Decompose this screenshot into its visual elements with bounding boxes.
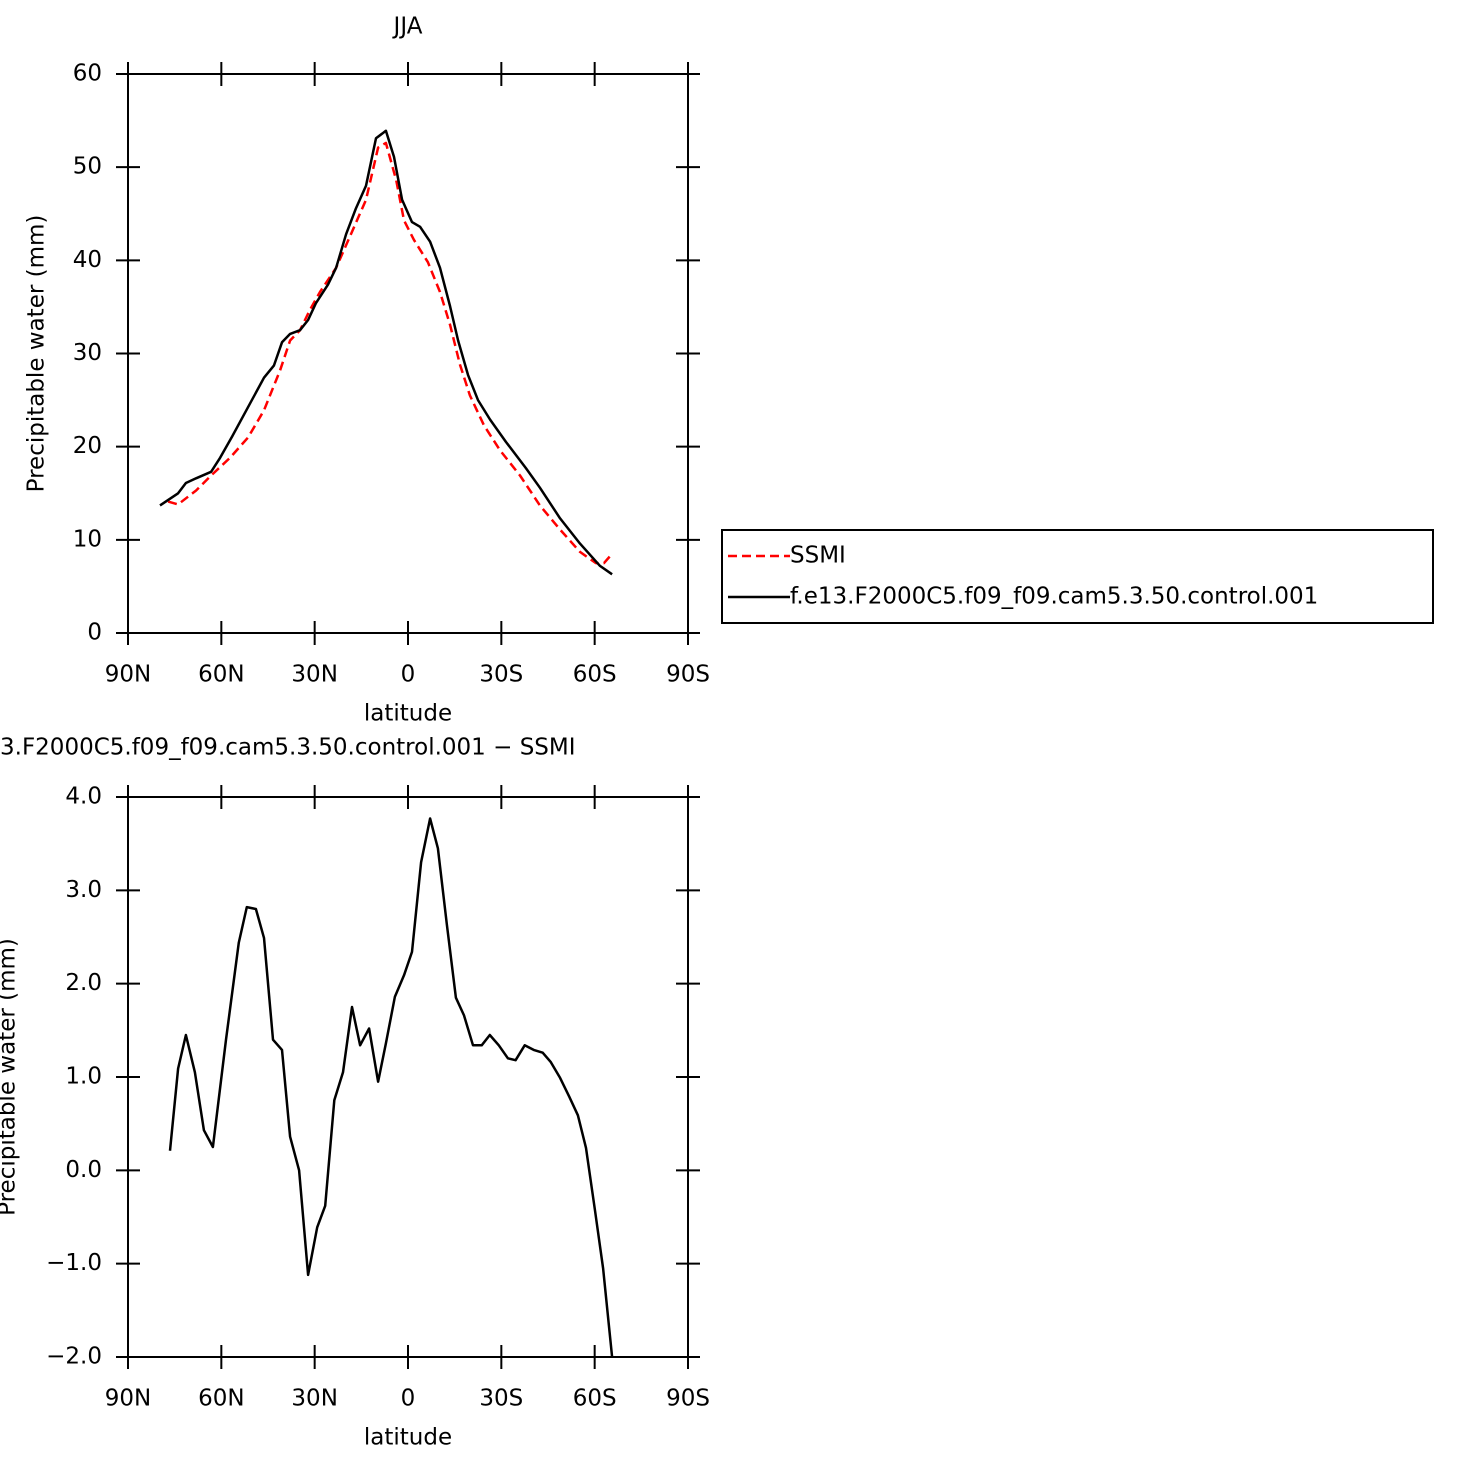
y-tick-label: 0 [87,620,102,646]
data-line [168,817,614,1358]
x-tick-label: 0 [401,1386,416,1412]
panel: 3.F2000C5.f09_f09.cam5.3.50.control.001 … [0,735,710,1451]
plot-frame [127,73,689,634]
data-line [159,129,613,576]
y-tick-label: 4.0 [65,784,102,810]
x-tick-label: 90S [666,1386,710,1412]
x-tick-label: 60N [198,662,244,688]
legend-label: f.e13.F2000C5.f09_f09.cam5.3.50.control.… [790,584,1318,610]
x-tick-label: 30N [291,1386,337,1412]
x-tick-label: 90N [105,662,151,688]
y-tick-label: 10 [73,526,102,552]
y-tick-label: 40 [73,247,102,273]
legend-label: SSMI [790,543,846,569]
x-tick-label: 90S [666,662,710,688]
x-tick-label: 0 [401,662,416,688]
plot-frame [127,796,689,1358]
y-tick-label: 1.0 [65,1064,102,1090]
y-tick-label: 30 [73,340,102,366]
x-tick-label: 30S [479,1386,523,1412]
y-axis-label: Precipitable water (mm) [0,938,21,1216]
x-axis-label: latitude [364,1425,452,1451]
y-tick-label: 20 [73,433,102,459]
panel: JJA latitude Precipitable water (mm) 90N 60N… [24,14,710,727]
x-tick-label: 30N [291,662,337,688]
x-tick-label: 90N [105,1386,151,1412]
legend: SSMI f.e13.F2000C5.f09_f09.cam5.3.50.cont… [721,529,1434,624]
chart-title: JJA [392,14,423,40]
x-tick-label: 30S [479,662,523,688]
y-tick-label: −2.0 [46,1344,102,1370]
x-axis-label: latitude [364,701,452,727]
y-tick-label: 50 [73,154,102,180]
y-tick-label: 2.0 [65,970,102,996]
y-tick-label: 3.0 [65,877,102,903]
y-axis-label: Precipitable water (mm) [24,215,50,493]
y-tick-label: −1.0 [46,1250,102,1276]
chart-title: 3.F2000C5.f09_f09.cam5.3.50.control.001 … [0,735,576,761]
data-line [167,141,614,565]
y-tick-label: 60 [73,61,102,87]
x-tick-label: 60S [573,1386,617,1412]
y-tick-label: 0.0 [65,1157,102,1183]
legend-box [721,529,1434,624]
x-tick-label: 60S [573,662,617,688]
x-tick-label: 60N [198,1386,244,1412]
